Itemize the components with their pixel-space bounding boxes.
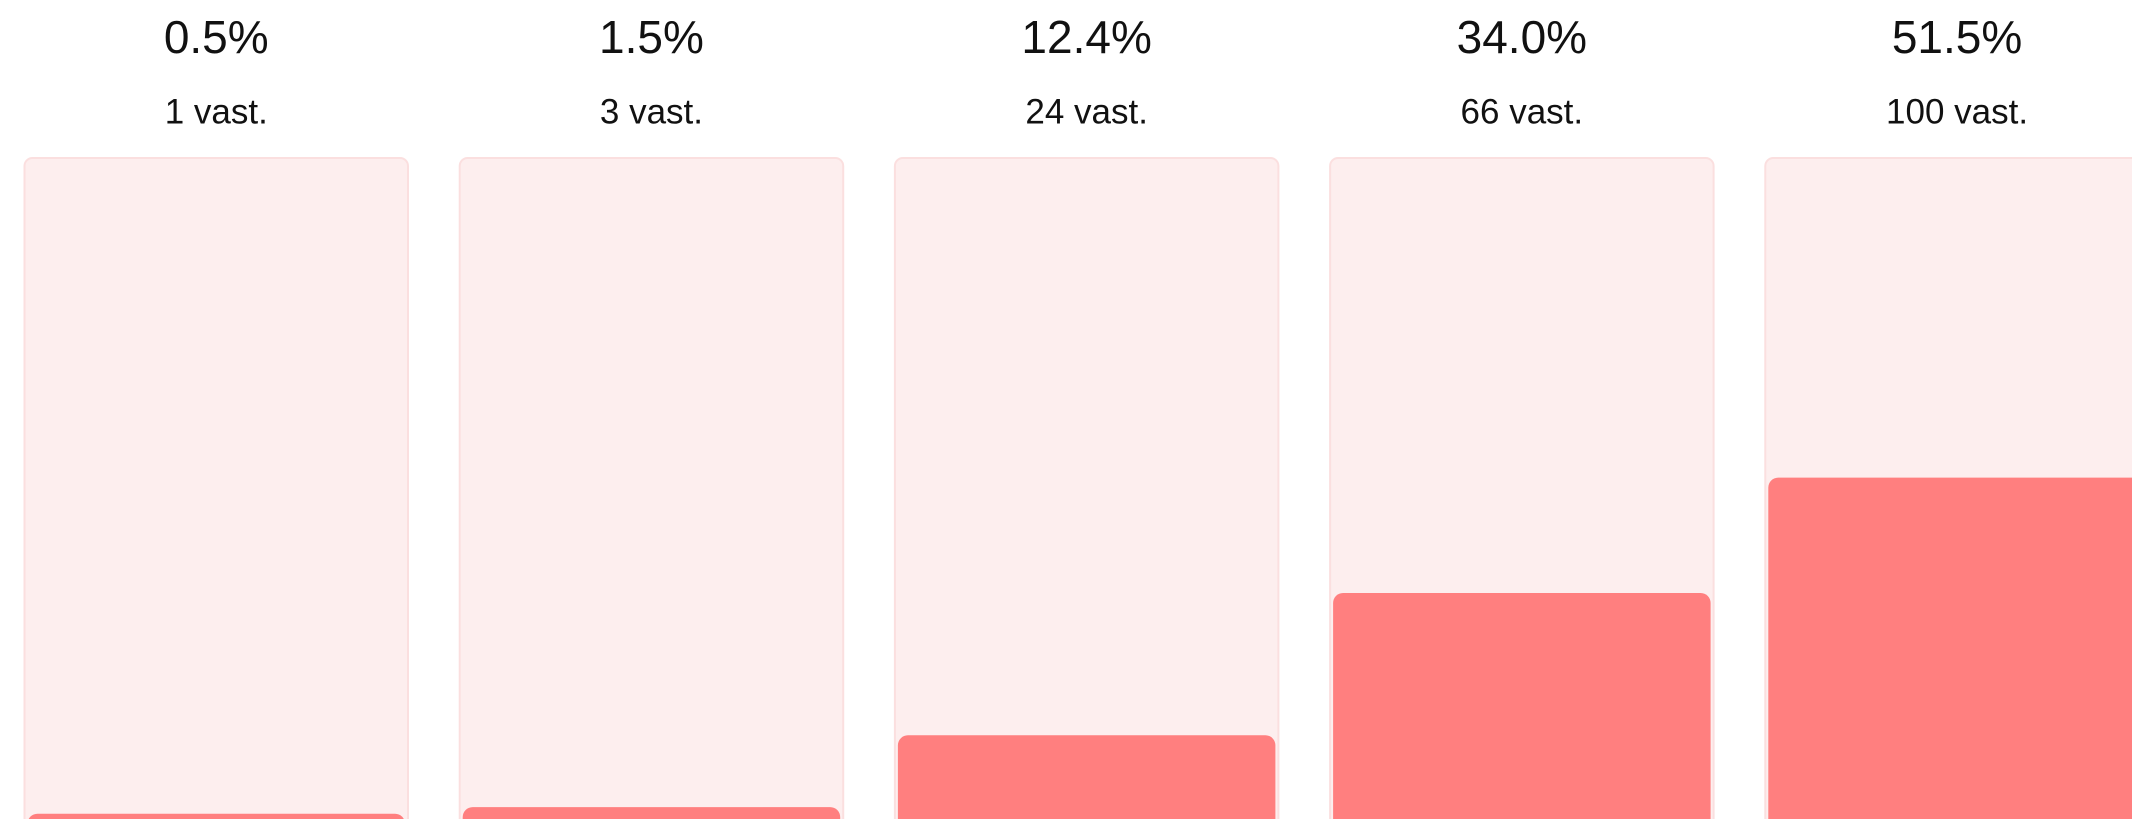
percent-label: 12.4%	[1021, 11, 1151, 63]
bar	[1768, 477, 2132, 819]
bar	[462, 807, 841, 819]
count-label: 3 vast.	[600, 92, 703, 131]
count-label: 1 vast.	[165, 92, 268, 131]
bar	[1333, 592, 1711, 819]
count-label: 66 vast.	[1461, 92, 1584, 131]
bar-track	[23, 157, 409, 819]
percent-label: 0.5%	[164, 11, 269, 63]
bar-track	[458, 157, 845, 819]
bar	[28, 813, 404, 819]
percent-label: 34.0%	[1457, 11, 1587, 63]
count-label: 24 vast.	[1025, 92, 1148, 131]
count-label: 100 vast.	[1886, 92, 2028, 131]
bar-track	[893, 157, 1280, 819]
percent-label: 1.5%	[599, 11, 704, 63]
bar	[897, 735, 1276, 819]
percent-label: 51.5%	[1892, 11, 2022, 63]
